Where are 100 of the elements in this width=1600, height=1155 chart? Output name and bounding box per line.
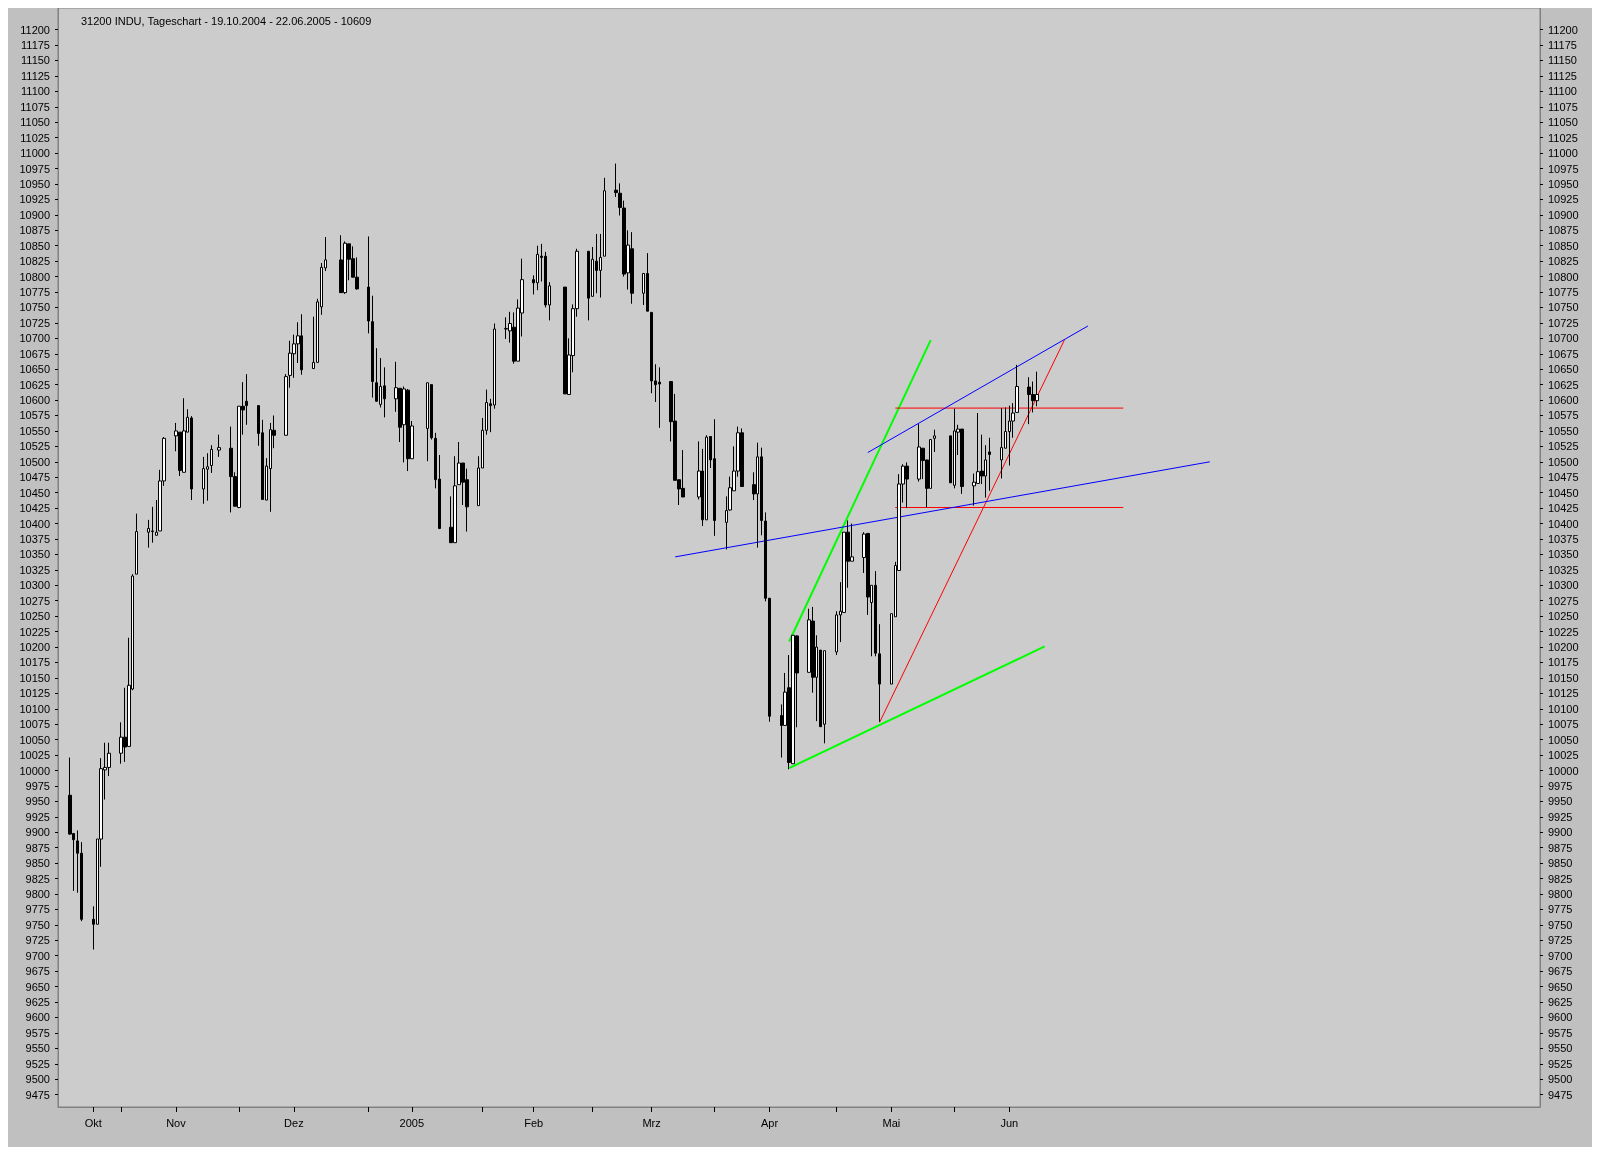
y2-tick-label: 10925 — [1548, 193, 1579, 206]
y2-tick-label: 10150 — [1548, 671, 1579, 684]
y-tick-label: 10075 — [19, 718, 50, 731]
y2-tick-label: 9775 — [1548, 903, 1573, 916]
y-tick-label: 10700 — [19, 332, 50, 345]
candlestick — [823, 650, 826, 744]
y2-tick-label: 10500 — [1548, 455, 1579, 468]
y2-tick-label: 9650 — [1548, 980, 1573, 993]
y2-tick-label: 10200 — [1548, 641, 1579, 654]
y-tick-label: 10675 — [19, 347, 50, 360]
y-tick-label: 9475 — [25, 1088, 50, 1101]
y-tick-label: 10725 — [19, 316, 50, 329]
candlestick — [426, 382, 429, 462]
candlestick — [988, 437, 991, 492]
candlestick — [646, 252, 649, 312]
y-tick-label: 10575 — [19, 409, 50, 422]
y2-tick-label: 9850 — [1548, 857, 1573, 870]
y2-tick-label: 9750 — [1548, 918, 1573, 931]
y-tick-label: 9575 — [25, 1026, 50, 1039]
candlestick — [1000, 407, 1003, 479]
y2-tick-label: 11125 — [1548, 69, 1577, 82]
y2-tick-label: 10625 — [1548, 378, 1579, 391]
y2-tick-label: 9525 — [1548, 1057, 1573, 1070]
y-tick-label: 9625 — [25, 996, 50, 1009]
candlestick — [713, 418, 716, 537]
y-tick-label: 10350 — [19, 548, 50, 561]
y2-tick-label: 11025 — [1548, 131, 1578, 144]
y-tick-label: 10050 — [19, 733, 50, 746]
y2-tick-label: 10175 — [1548, 656, 1579, 669]
y-tick-label: 10000 — [19, 764, 50, 777]
y2-tick-label: 10750 — [1548, 301, 1579, 314]
y-tick-label: 11075 — [20, 100, 50, 113]
y-tick-label: 9975 — [25, 779, 50, 792]
y2-tick-label: 10950 — [1548, 177, 1579, 190]
text: 31200 INDU, Tageschart - 19.10.2004 - 22.06.2005 - 10609 — [81, 14, 372, 27]
candlestick — [229, 426, 233, 513]
candlestick — [563, 286, 567, 395]
y-tick-label: 10850 — [19, 239, 50, 252]
y2-tick-label: 11075 — [1548, 100, 1578, 113]
x-tick-label: Okt — [84, 1116, 102, 1129]
y-tick-label: 10475 — [19, 471, 50, 484]
y-tick-label: 11200 — [20, 23, 50, 36]
y2-tick-label: 10875 — [1548, 224, 1579, 237]
y2-tick-label: 9675 — [1548, 965, 1573, 978]
y2-tick-label: 10600 — [1548, 394, 1579, 407]
x-tick-label: Mai — [882, 1116, 901, 1129]
y-tick-label: 10500 — [19, 455, 50, 468]
y-tick-label: 10950 — [19, 177, 50, 190]
y-tick-label: 10300 — [19, 579, 50, 592]
x-tick-label: Mrz — [642, 1116, 661, 1129]
y2-tick-label: 10225 — [1548, 625, 1579, 638]
y-tick-label: 9525 — [25, 1057, 50, 1070]
y2-tick-label: 10300 — [1548, 579, 1579, 592]
candlestick — [202, 456, 205, 505]
y-tick-label: 9725 — [25, 934, 50, 947]
y2-tick-label: 11175 — [1548, 39, 1577, 52]
candlestick — [1027, 376, 1031, 425]
y2-tick-label: 10675 — [1548, 347, 1579, 360]
y2-tick-label: 10550 — [1548, 424, 1579, 437]
y2-tick-label: 10025 — [1548, 749, 1579, 762]
y2-tick-label: 10400 — [1548, 517, 1579, 530]
y-tick-label: 10750 — [19, 301, 50, 314]
y2-tick-label: 10825 — [1548, 255, 1579, 268]
y2-tick-label: 10425 — [1548, 502, 1579, 515]
y-tick-label: 10925 — [19, 193, 50, 206]
y-tick-label: 10625 — [19, 378, 50, 391]
y-tick-label: 11050 — [20, 116, 50, 129]
x-tick-label: 2005 — [399, 1116, 425, 1129]
y2-tick-label: 10800 — [1548, 270, 1579, 283]
candlestick — [300, 313, 303, 376]
y2-tick-label: 10900 — [1548, 208, 1579, 221]
y2-tick-label: 9950 — [1548, 795, 1573, 808]
y-tick-label: 10200 — [19, 641, 50, 654]
candlestick — [210, 444, 213, 474]
y-tick-label: 10275 — [19, 594, 50, 607]
y-tick-label: 10775 — [19, 286, 50, 299]
candlestick — [658, 366, 661, 429]
y-tick-label: 9700 — [25, 949, 50, 962]
y-tick-label: 10825 — [19, 255, 50, 268]
y2-tick-label: 11200 — [1548, 23, 1578, 36]
y2-tick-label: 10775 — [1548, 286, 1579, 299]
candlestick — [953, 408, 956, 489]
y2-tick-label: 9900 — [1548, 826, 1573, 839]
y2-tick-label: 10725 — [1548, 316, 1579, 329]
y-tick-label: 9900 — [25, 826, 50, 839]
y-tick-label: 10225 — [19, 625, 50, 638]
y2-tick-label: 10375 — [1548, 532, 1579, 545]
candlestick — [217, 434, 221, 458]
y2-tick-label: 9475 — [1548, 1088, 1573, 1101]
y-tick-label: 11000 — [20, 147, 50, 160]
y2-tick-label: 10350 — [1548, 548, 1579, 561]
y2-tick-label: 11000 — [1548, 147, 1578, 160]
y2-tick-label: 10275 — [1548, 594, 1579, 607]
candlestick — [905, 461, 909, 509]
y-tick-label: 9775 — [25, 903, 50, 916]
y-tick-label: 9675 — [25, 965, 50, 978]
y-tick-label: 10125 — [19, 687, 50, 700]
y-tick-label: 10375 — [19, 532, 50, 545]
y-tick-label: 11175 — [21, 39, 50, 52]
x-tick-label: Dez — [284, 1116, 304, 1129]
